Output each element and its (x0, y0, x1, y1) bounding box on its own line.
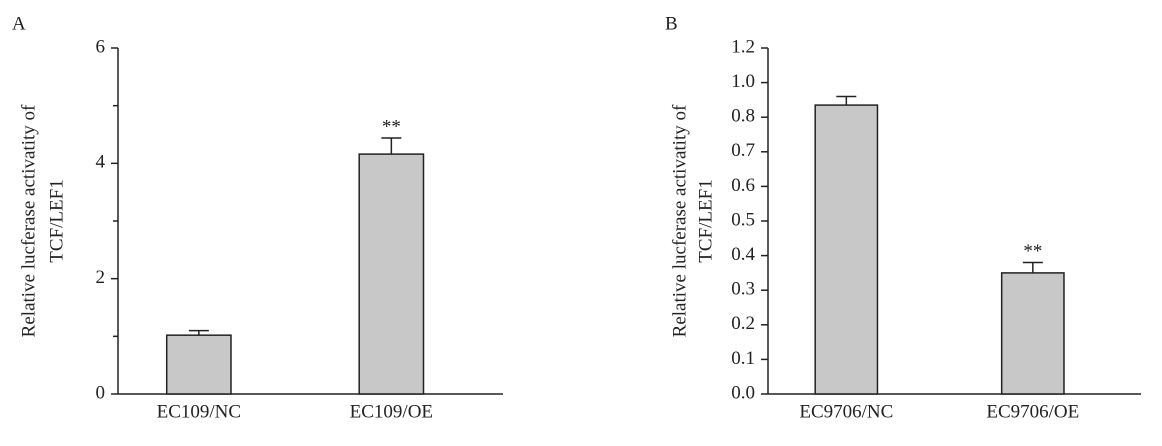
y-tick-label: 6 (96, 36, 106, 57)
y-axis-label: Relative lucferase activatity of (18, 104, 39, 337)
y-tick-label: 0.5 (731, 209, 755, 230)
x-tick-label: EC109/NC (157, 401, 241, 422)
bar (165, 334, 232, 395)
y-tick-label: 0 (96, 382, 106, 403)
significance-label: ** (382, 116, 401, 137)
y-axis-label: Relative lucferase activatity of (669, 104, 690, 337)
y-axis-label: TCF/LEF1 (46, 179, 67, 262)
y-tick-label: 0.7 (731, 140, 755, 161)
y-axis-label: TCF/LEF1 (695, 179, 716, 262)
bar (1000, 272, 1065, 395)
y-tick-label: 0.6 (731, 175, 755, 196)
y-tick-label: 0.8 (731, 106, 755, 127)
y-tick-label: 1.0 (731, 71, 755, 92)
x-tick-label: EC9706/NC (799, 401, 893, 422)
x-tick-label: EC9706/OE (986, 401, 1079, 422)
y-tick-label: 0.0 (731, 382, 755, 403)
panel-label: B (665, 13, 678, 34)
y-tick-label: 0.2 (731, 313, 755, 334)
bar (358, 153, 425, 395)
y-tick-label: 0.4 (731, 244, 755, 265)
significance-label: ** (1023, 241, 1042, 262)
y-tick-label: 1.2 (731, 36, 755, 57)
y-tick-label: 2 (96, 267, 106, 288)
x-tick-label: EC109/OE (350, 401, 433, 422)
bar (814, 104, 879, 395)
y-tick-label: 0.1 (731, 348, 755, 369)
y-tick-label: 0.3 (731, 279, 755, 300)
panel-label: A (12, 13, 26, 34)
y-tick-label: 4 (96, 152, 106, 173)
